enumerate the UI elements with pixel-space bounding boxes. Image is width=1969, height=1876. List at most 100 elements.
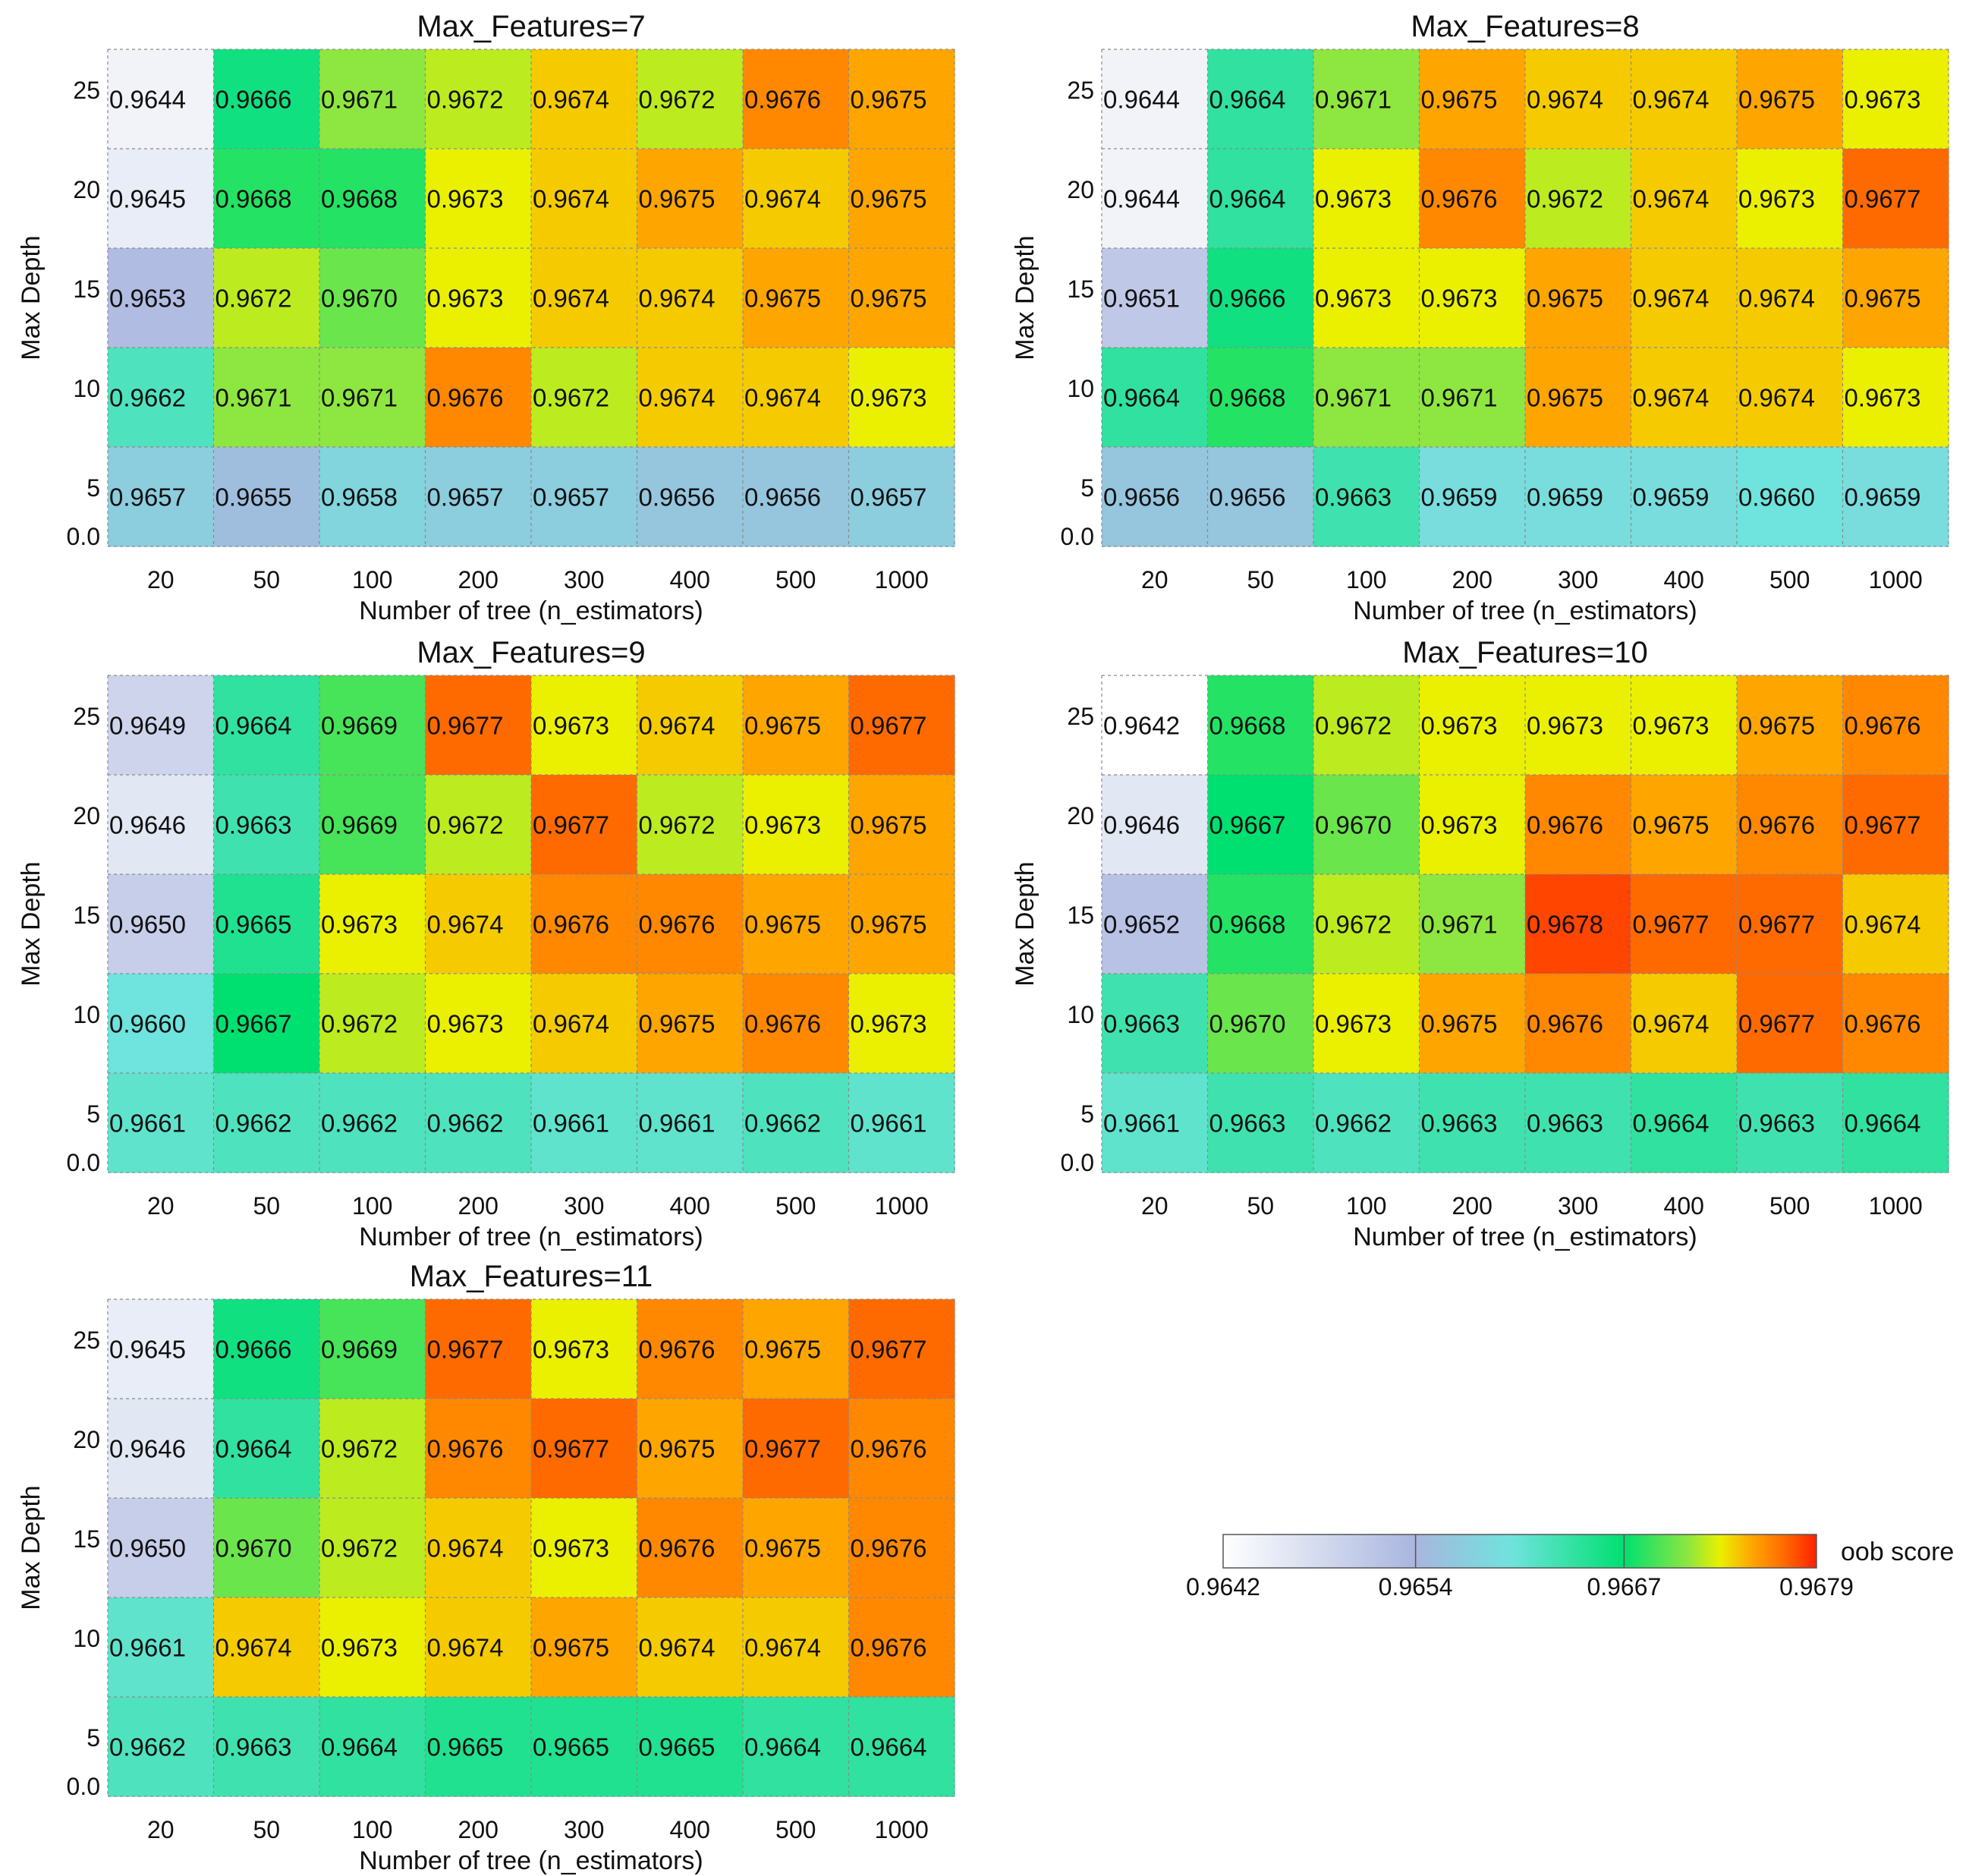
cell-value-label: 0.9673 xyxy=(533,1336,609,1364)
heatmap-cell xyxy=(319,775,426,875)
heatmap-cell xyxy=(531,248,638,348)
cell-value-label: 0.9663 xyxy=(215,1733,292,1761)
heatmap-cell xyxy=(1419,447,1526,547)
cell-value-label: 0.9678 xyxy=(1527,911,1603,939)
heatmap-cell xyxy=(425,1498,532,1598)
heatmap-cell xyxy=(1525,874,1632,974)
heatmap-cell xyxy=(637,775,744,875)
x-tick-label: 50 xyxy=(1247,566,1274,593)
heatmap-cell xyxy=(531,447,638,547)
cell-value-label: 0.9674 xyxy=(427,1634,504,1662)
heatmap-cell xyxy=(319,1299,426,1399)
cell-value-label: 0.9674 xyxy=(1633,86,1710,114)
heatmap-cell xyxy=(1419,49,1526,150)
y-tick-label: 10 xyxy=(73,1625,100,1652)
x-tick-label: 100 xyxy=(352,1816,392,1843)
colorbar-tick-label: 0.9642 xyxy=(1186,1573,1260,1601)
heatmap-cell xyxy=(848,1498,955,1598)
heatmap-cell xyxy=(637,874,744,974)
x-tick-label: 200 xyxy=(458,566,499,593)
heatmap-cell xyxy=(1419,348,1526,448)
cell-value-label: 0.9664 xyxy=(1845,1110,1921,1138)
cell-value-label: 0.9646 xyxy=(109,811,186,839)
heatmap-cell xyxy=(319,447,426,547)
x-tick-label: 300 xyxy=(1558,566,1598,593)
heatmap-cell xyxy=(637,149,744,249)
cell-value-label: 0.9662 xyxy=(215,1110,292,1138)
cell-value-label: 0.9663 xyxy=(1738,1110,1815,1138)
cell-value-label: 0.9675 xyxy=(744,911,821,939)
cell-value-label: 0.9663 xyxy=(1527,1110,1603,1138)
cell-value-label: 0.9652 xyxy=(1103,911,1180,939)
heatmap-cell xyxy=(1207,1073,1314,1173)
cell-value-label: 0.9663 xyxy=(1421,1110,1498,1138)
cell-value-label: 0.9674 xyxy=(533,285,609,313)
heatmap-cell xyxy=(743,447,850,547)
cell-value-label: 0.9663 xyxy=(1315,483,1392,511)
y-tick-label: 15 xyxy=(73,275,100,303)
colorbar: 0.9642 0.9654 0.9667 0.9679 oob score xyxy=(1186,1534,1954,1601)
heatmap-cell xyxy=(637,1597,744,1698)
cell-value-label: 0.9674 xyxy=(1738,285,1815,313)
heatmap-cell xyxy=(213,1697,320,1797)
panel-title: Max_Features=10 xyxy=(1402,636,1648,669)
panel-title: Max_Features=11 xyxy=(410,1260,653,1293)
y-tick-label: 5 xyxy=(86,1724,100,1752)
x-tick-label: 50 xyxy=(253,1192,280,1220)
heatmap-cell xyxy=(1631,675,1738,776)
cell-value-label: 0.9672 xyxy=(533,384,609,412)
cell-value-label: 0.9671 xyxy=(1421,384,1498,412)
heatmap-cell xyxy=(1737,447,1844,547)
x-axis-label: Number of tree (n_estimators) xyxy=(359,1846,703,1875)
x-tick-label: 1000 xyxy=(1869,566,1923,593)
cell-value-label: 0.9653 xyxy=(109,285,186,313)
heatmap-cell xyxy=(1842,675,1949,776)
heatmap-cell xyxy=(1419,149,1526,249)
y-tick-label: 20 xyxy=(73,802,100,829)
cell-value-label: 0.9668 xyxy=(321,185,398,213)
heatmap-cell xyxy=(848,348,955,448)
y-tick-label: 15 xyxy=(1067,275,1094,303)
cell-value-label: 0.9673 xyxy=(851,384,927,412)
heatmap-cell xyxy=(1842,149,1949,249)
heatmap-cell xyxy=(319,1697,426,1797)
y-tick-label: 10 xyxy=(1067,1001,1094,1028)
heatmap-cell xyxy=(1525,974,1632,1074)
heatmap-cell xyxy=(743,974,850,1074)
cell-value-label: 0.9655 xyxy=(215,483,292,511)
cell-value-label: 0.9676 xyxy=(639,911,716,939)
heatmap-cell xyxy=(637,974,744,1074)
heatmap-cell xyxy=(848,1073,955,1173)
heatmap-cell xyxy=(1207,248,1314,348)
cell-value-label: 0.9666 xyxy=(215,1336,292,1364)
heatmap-cell xyxy=(1842,775,1949,875)
heatmap-cell xyxy=(743,874,850,974)
cell-value-label: 0.9676 xyxy=(639,1336,716,1364)
heatmap-cell xyxy=(213,874,320,974)
cell-value-label: 0.9670 xyxy=(215,1534,292,1563)
cell-value-label: 0.9662 xyxy=(321,1110,398,1138)
cell-value-label: 0.9675 xyxy=(744,1534,821,1563)
cell-value-label: 0.9673 xyxy=(1421,811,1498,839)
cell-value-label: 0.9662 xyxy=(109,1733,186,1761)
cell-value-label: 0.9675 xyxy=(639,185,716,213)
cell-value-label: 0.9674 xyxy=(1633,1010,1710,1038)
heatmap-cell xyxy=(108,675,215,776)
cell-value-label: 0.9668 xyxy=(1209,712,1286,740)
cell-value-label: 0.9657 xyxy=(533,483,609,511)
cell-value-label: 0.9673 xyxy=(321,911,398,939)
heatmap-cell xyxy=(1842,874,1949,974)
cell-value-label: 0.9671 xyxy=(1315,86,1392,114)
heatmap-cell xyxy=(1525,149,1632,249)
heatmap-cell xyxy=(319,49,426,150)
heatmap-cell xyxy=(1313,874,1420,974)
heatmap-cell xyxy=(1525,775,1632,875)
cell-value-label: 0.9674 xyxy=(215,1634,292,1662)
cell-value-label: 0.9668 xyxy=(215,185,292,213)
cell-value-label: 0.9673 xyxy=(1633,712,1710,740)
heatmap-cell xyxy=(213,1299,320,1399)
heatmap-cell xyxy=(848,874,955,974)
cell-value-label: 0.9675 xyxy=(744,285,821,313)
heatmap-cell xyxy=(108,874,215,974)
cell-value-label: 0.9674 xyxy=(639,1634,716,1662)
